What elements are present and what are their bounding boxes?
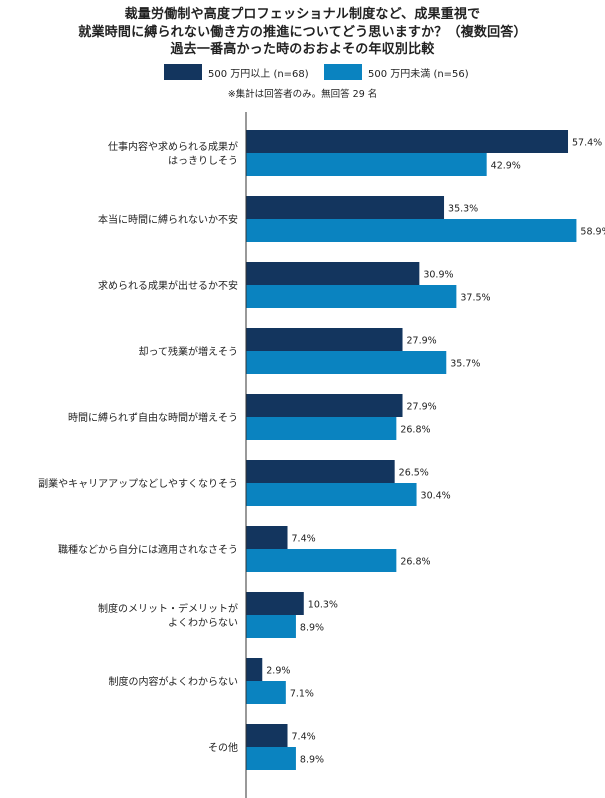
category-label: 制度の内容がよくわからない	[109, 675, 239, 688]
bar-series-1	[246, 724, 288, 747]
data-label-series-2: 26.8%	[400, 557, 430, 568]
bar-series-1	[246, 328, 403, 351]
data-label-series-1: 30.9%	[423, 270, 453, 281]
category-label: 制度のメリット・デメリットがよくわからない	[98, 602, 238, 629]
category-label: 時間に縛られず自由な時間が増えそう	[68, 411, 238, 424]
data-label-series-1: 26.5%	[399, 468, 429, 479]
bar-series-2	[246, 747, 296, 770]
category-label-line: 制度のメリット・デメリットが	[98, 602, 238, 615]
bar-series-1	[246, 460, 395, 483]
bar-series-1	[246, 526, 288, 549]
title-line-2: 就業時間に縛られない働き方の推進についてどう思いますか？（複数回答）	[78, 24, 527, 40]
legend-item-series-2: 500 万円未満 (n=56)	[324, 64, 469, 80]
category-label-line: 職種などから自分には適用されなさそう	[58, 543, 238, 556]
bar-series-2	[246, 417, 397, 440]
data-label-series-1: 7.4%	[292, 732, 316, 743]
legend-swatch-series-2	[324, 64, 362, 80]
bar-series-2	[246, 285, 457, 308]
bar-series-1	[246, 394, 403, 417]
bar-series-2	[246, 483, 417, 506]
bar-series-2	[246, 219, 577, 242]
data-label-series-2: 26.8%	[400, 425, 430, 436]
data-label-series-2: 30.4%	[421, 491, 451, 502]
category-label: その他	[208, 741, 238, 754]
category-label: 副業やキャリアアップなどしやすくなりそう	[38, 477, 238, 490]
category-label: 却って残業が増えそう	[139, 345, 239, 358]
data-label-series-1: 7.4%	[292, 534, 316, 545]
category-label-line: 本当に時間に縛られないか不安	[98, 213, 238, 226]
category-label-line: はっきりしそう	[168, 155, 238, 167]
title-line-1: 裁量労働制や高度プロフェッショナル制度など、成果重視で	[124, 7, 481, 22]
legend-label-series-1: 500 万円以上 (n=68)	[208, 68, 309, 80]
chart-title: 裁量労働制や高度プロフェッショナル制度など、成果重視で 就業時間に縛られない働き…	[0, 6, 605, 59]
data-label-series-1: 27.9%	[407, 336, 437, 347]
bar-series-2	[246, 153, 487, 176]
data-label-series-1: 2.9%	[266, 666, 290, 677]
bar-series-1	[246, 130, 569, 153]
category-label-line: よくわからない	[168, 617, 238, 629]
category-label-line: その他	[208, 741, 238, 754]
legend-swatch-series-1	[164, 64, 202, 80]
category-label-line: 却って残業が増えそう	[139, 345, 239, 358]
legend-item-series-1: 500 万円以上 (n=68)	[164, 64, 309, 80]
bar-series-1	[246, 196, 445, 219]
data-label-series-2: 8.9%	[300, 755, 324, 766]
category-label: 求められる成果が出せるか不安	[98, 279, 238, 292]
category-label-line: 制度の内容がよくわからない	[109, 675, 239, 688]
category-label-line: 時間に縛られず自由な時間が増えそう	[68, 411, 238, 424]
bar-series-2	[246, 615, 296, 638]
data-label-series-1: 10.3%	[308, 600, 338, 611]
data-label-series-1: 35.3%	[448, 204, 478, 215]
category-label-line: 仕事内容や求められる成果が	[108, 140, 238, 153]
data-label-series-2: 7.1%	[290, 689, 314, 700]
data-label-series-2: 58.9%	[580, 227, 605, 238]
category-label: 仕事内容や求められる成果がはっきりしそう	[108, 140, 238, 167]
category-label: 本当に時間に縛られないか不安	[98, 213, 238, 226]
title-line-3: 過去一番高かった時のおおよその年収別比較	[170, 42, 435, 57]
category-label-line: 求められる成果が出せるか不安	[98, 279, 238, 292]
legend-label-series-2: 500 万円未満 (n=56)	[368, 68, 469, 80]
bar-series-2	[246, 681, 286, 704]
bar-series-2	[246, 351, 447, 374]
bar-series-1	[246, 262, 420, 285]
data-label-series-2: 35.7%	[450, 359, 480, 370]
bar-series-1	[246, 592, 304, 615]
legend: 500 万円以上 (n=68) 500 万円未満 (n=56)	[0, 64, 605, 80]
bar-series-1	[246, 658, 263, 681]
data-label-series-1: 57.4%	[572, 138, 602, 149]
category-label: 職種などから自分には適用されなさそう	[58, 543, 238, 556]
data-label-series-2: 8.9%	[300, 623, 324, 634]
data-label-series-1: 27.9%	[407, 402, 437, 413]
chart-note: ※集計は回答者のみ。無回答 29 名	[227, 89, 378, 100]
category-label-line: 副業やキャリアアップなどしやすくなりそう	[38, 477, 238, 490]
data-label-series-2: 37.5%	[460, 293, 490, 304]
data-label-series-2: 42.9%	[491, 161, 521, 172]
bar-series-2	[246, 549, 397, 572]
